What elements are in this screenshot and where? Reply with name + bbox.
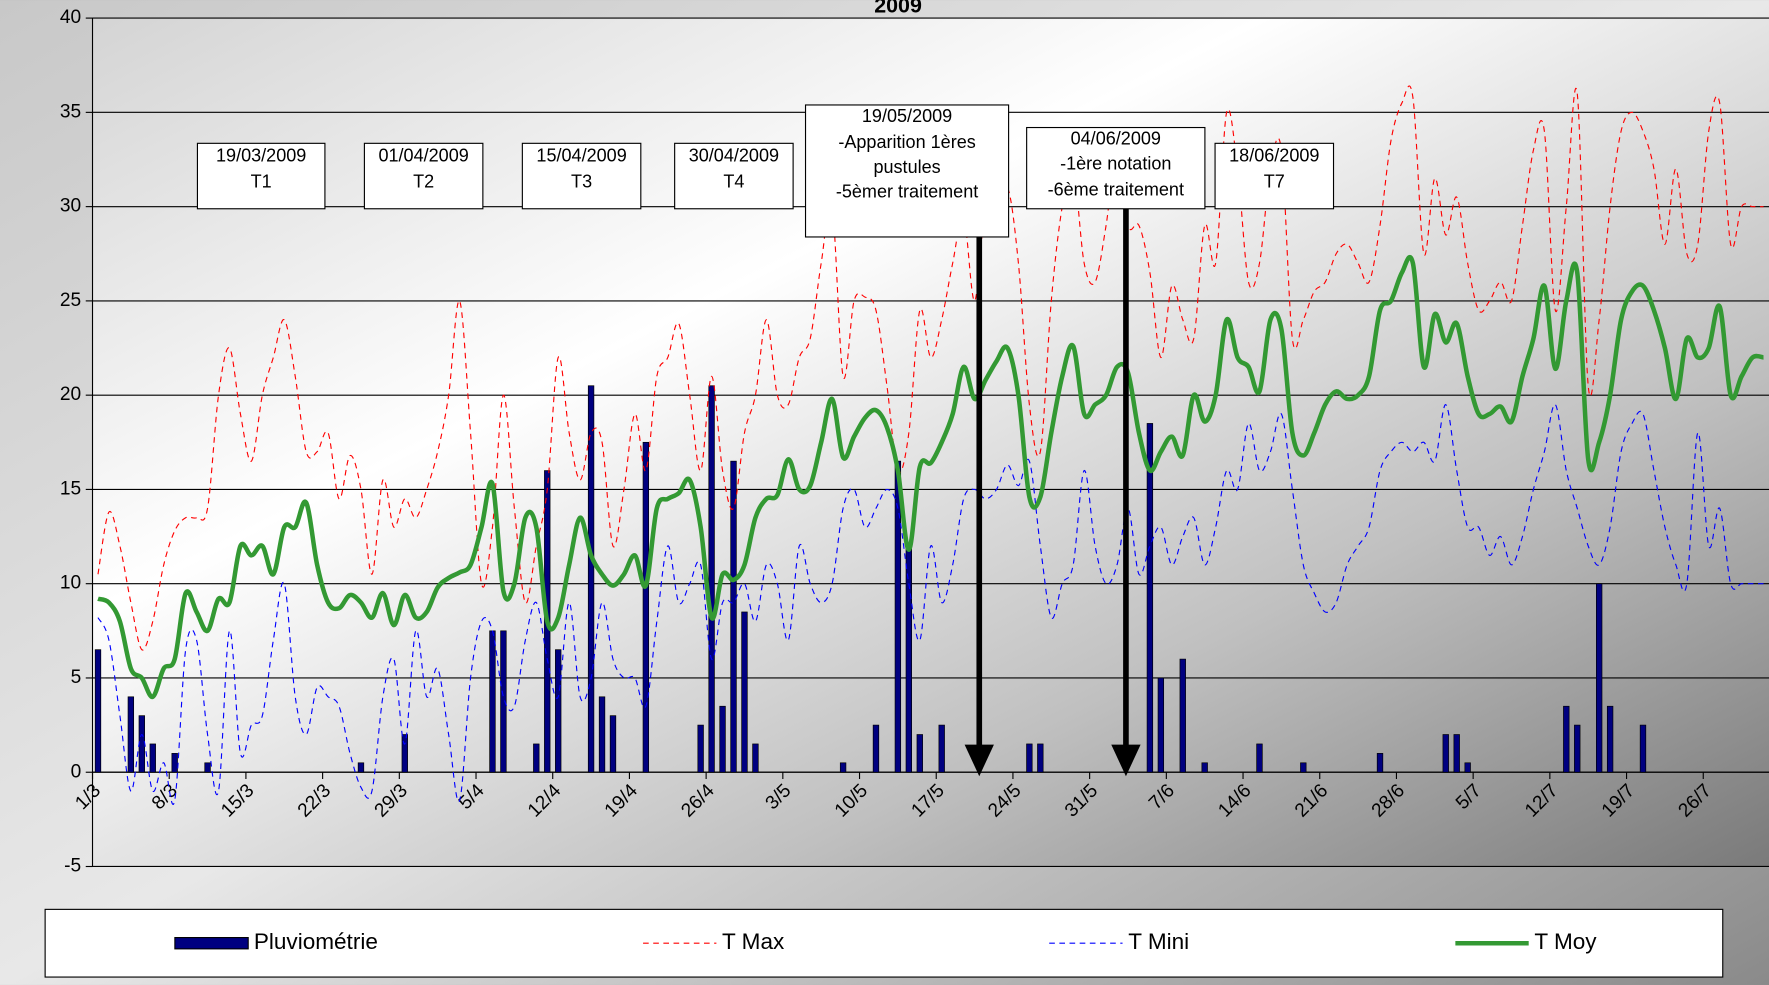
y-tick-label: -5 xyxy=(64,856,81,877)
bar xyxy=(489,630,496,773)
annotation-box xyxy=(804,104,1010,238)
bar xyxy=(94,649,102,773)
legend-swatch xyxy=(174,937,249,950)
bar xyxy=(533,743,540,773)
annotation-text: pustules xyxy=(873,157,940,177)
arrow-head xyxy=(1111,744,1141,777)
line-series xyxy=(97,254,1764,700)
bar xyxy=(609,715,617,773)
arrow-head xyxy=(964,744,994,777)
annotation-text: T3 xyxy=(571,172,592,192)
annotation-text: 01/04/2009 xyxy=(378,146,468,166)
y-tick-label: 10 xyxy=(60,573,81,594)
bar xyxy=(741,611,748,773)
y-tick-label: 20 xyxy=(60,384,81,405)
bar xyxy=(1037,743,1044,773)
y-tick-label: 35 xyxy=(60,101,81,122)
bar xyxy=(1563,705,1570,773)
y-tick-label: 5 xyxy=(71,667,82,688)
annotation-box xyxy=(1214,142,1335,210)
annotation-text: 19/03/2009 xyxy=(216,146,306,166)
bar xyxy=(1146,423,1154,773)
bar xyxy=(719,705,726,773)
bar xyxy=(401,734,408,773)
annotation-text: -Apparition 1ères xyxy=(838,132,975,152)
annotation-text: 30/04/2009 xyxy=(689,146,779,166)
bar xyxy=(1256,743,1263,773)
bar xyxy=(708,385,715,773)
annotation-text: T4 xyxy=(723,172,744,192)
annotation-text: T1 xyxy=(251,172,272,192)
legend: Pluviométrie T Max T Mini T Moy xyxy=(44,908,1724,978)
annotation-box xyxy=(1026,126,1206,210)
line-series xyxy=(97,85,1764,651)
bar xyxy=(500,630,507,773)
annotation-box xyxy=(196,142,326,210)
legend-label: T Mini xyxy=(1128,929,1189,954)
bar xyxy=(1157,677,1165,773)
bar xyxy=(1179,658,1186,773)
y-tick-label: 15 xyxy=(60,478,81,499)
annotation-text: T7 xyxy=(1264,172,1285,192)
annotation-text: -5èmer traitement xyxy=(836,182,978,202)
bar xyxy=(872,724,880,773)
bar xyxy=(697,724,704,773)
bar xyxy=(357,762,365,773)
annotation-text: 04/06/2009 xyxy=(1071,129,1161,149)
y-tick-label: 30 xyxy=(60,196,81,217)
bar xyxy=(171,753,178,773)
y-tick-label: 0 xyxy=(71,761,82,782)
bar xyxy=(938,724,945,773)
bar xyxy=(839,762,847,773)
bar xyxy=(1201,762,1208,773)
bar xyxy=(598,696,606,773)
annotation-box xyxy=(363,142,484,210)
bar xyxy=(1596,583,1603,773)
legend-label: Pluviométrie xyxy=(254,929,378,954)
bar xyxy=(138,715,145,773)
chart-title: 2009 xyxy=(874,0,922,17)
bar xyxy=(1026,743,1033,773)
line-series xyxy=(97,404,1764,805)
bar xyxy=(1639,724,1647,773)
bar xyxy=(752,743,759,773)
bar xyxy=(642,441,650,773)
bar xyxy=(204,762,211,773)
bar xyxy=(1574,724,1581,773)
annotation-text: -6ème traitement xyxy=(1048,179,1184,199)
annotation-box xyxy=(521,142,642,210)
annotation-text: -1ère notation xyxy=(1060,154,1171,174)
bar xyxy=(1442,734,1449,773)
bar xyxy=(730,460,737,773)
bar xyxy=(916,734,923,773)
bar xyxy=(1300,762,1307,773)
bar xyxy=(1376,753,1384,773)
bar xyxy=(1606,705,1614,773)
annotation-text: 18/06/2009 xyxy=(1229,146,1319,166)
y-tick-label: 25 xyxy=(60,290,81,311)
bar xyxy=(1453,734,1460,773)
bar xyxy=(1464,762,1471,773)
bar xyxy=(587,385,595,773)
bar xyxy=(555,649,562,773)
bar xyxy=(149,743,156,773)
bar xyxy=(905,545,912,773)
legend-label: T Max xyxy=(722,929,785,954)
y-tick-label: 40 xyxy=(60,7,81,28)
annotation-text: T2 xyxy=(413,172,434,192)
legend-box xyxy=(44,908,1724,978)
legend-label: T Moy xyxy=(1534,929,1597,954)
annotation-text: 15/04/2009 xyxy=(536,146,626,166)
annotation-box xyxy=(674,142,794,210)
annotation-text: 19/05/2009 xyxy=(862,106,952,126)
bar xyxy=(127,696,135,773)
